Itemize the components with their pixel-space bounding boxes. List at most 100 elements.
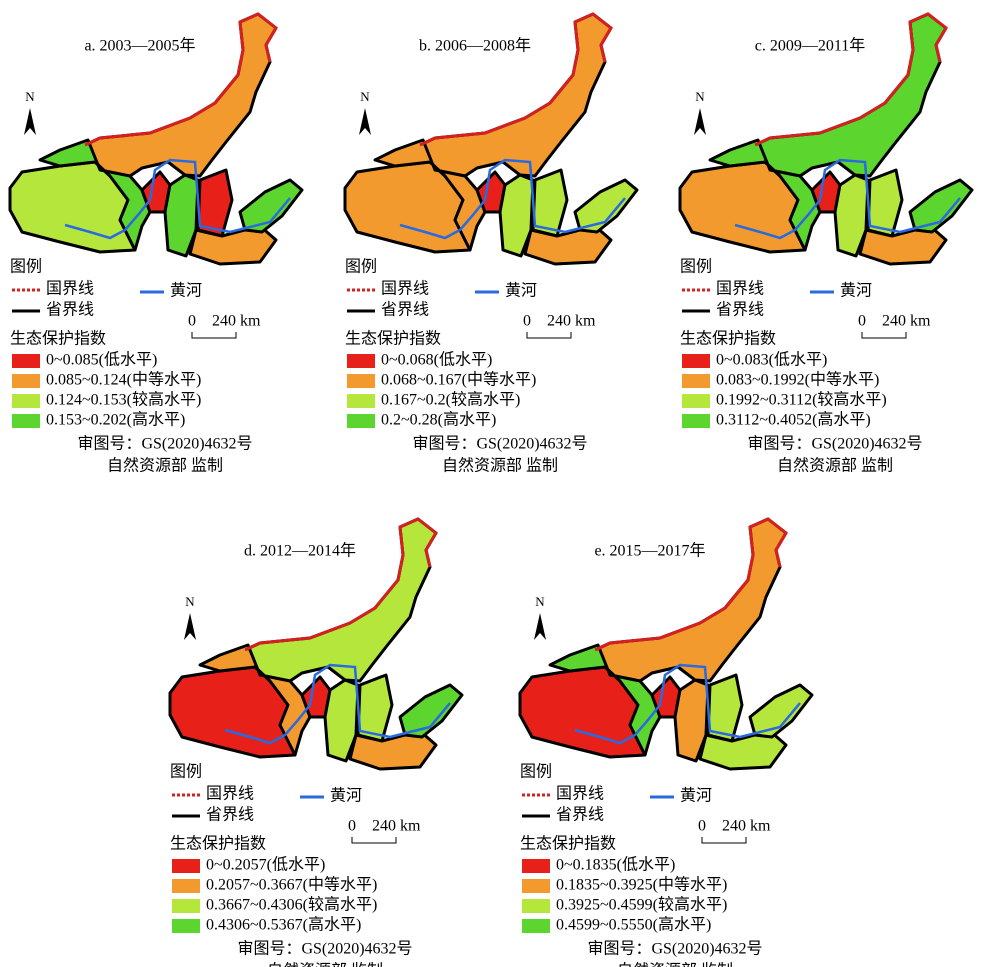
supervisor: 自然资源部 监制 <box>617 962 733 967</box>
class-swatch <box>172 919 200 933</box>
class-label: 0~0.083(低水平) <box>716 351 827 369</box>
province-region <box>833 173 870 258</box>
province-region <box>708 138 822 252</box>
class-label: 0.3112~0.4052(高水平) <box>716 411 871 429</box>
review-number: 审图号：GS(2020)4632号 <box>237 940 412 958</box>
national-border <box>594 517 788 652</box>
province-region <box>908 178 974 234</box>
supervisor: 自然资源部 监制 <box>267 962 383 967</box>
panel-title: b. 2006—2008年 <box>419 37 531 55</box>
province-region <box>38 138 152 252</box>
class-label: 0.068~0.167(中等水平) <box>381 371 536 389</box>
national-border <box>84 12 278 147</box>
yellow-river <box>64 158 291 240</box>
review-number: 审图号：GS(2020)4632号 <box>747 435 922 453</box>
supervisor: 自然资源部 监制 <box>107 457 223 475</box>
class-label: 0~0.2057(低水平) <box>206 856 325 874</box>
index-title: 生态保护指数 <box>345 330 441 348</box>
scale-start: 0 <box>188 313 196 330</box>
legend-river-label: 黄河 <box>505 282 537 300</box>
supervisor: 自然资源部 监制 <box>442 457 558 475</box>
province-region <box>858 224 948 266</box>
index-title: 生态保护指数 <box>680 330 776 348</box>
legend-title: 图例 <box>10 258 42 276</box>
north-arrow <box>534 613 546 640</box>
class-label: 0.2057~0.3667(中等水平) <box>206 876 377 894</box>
class-swatch <box>12 394 40 408</box>
legend-province-label: 省界线 <box>206 806 254 824</box>
legend-title: 图例 <box>170 763 202 781</box>
scale-bar <box>351 837 397 844</box>
scale-start: 0 <box>348 818 356 835</box>
province-region <box>238 178 304 234</box>
class-label: 0.3925~0.4599(较高水平) <box>556 896 727 914</box>
yellow-river <box>574 663 801 745</box>
province-region <box>356 673 394 743</box>
legend-province-label: 省界线 <box>716 301 764 319</box>
scale-bar <box>701 837 747 844</box>
panel-title: e. 2015—2017年 <box>594 542 705 560</box>
class-swatch <box>12 374 40 388</box>
class-label: 0.085~0.124(中等水平) <box>46 371 201 389</box>
scale-start: 0 <box>698 818 706 835</box>
scale-bar <box>191 332 237 339</box>
national-border <box>244 517 438 652</box>
panel-title: d. 2012—2014年 <box>244 542 356 560</box>
scale-end: 240 km <box>547 313 596 330</box>
legend-province-label: 省界线 <box>381 301 429 319</box>
class-swatch <box>522 919 550 933</box>
class-swatch <box>347 414 375 428</box>
province-region <box>531 168 569 238</box>
yellow-river <box>734 158 961 240</box>
scale-end: 240 km <box>882 313 931 330</box>
province-region <box>323 678 360 763</box>
province-region <box>163 173 200 258</box>
province-region <box>196 168 234 238</box>
class-label: 0.153~0.202(高水平) <box>46 411 185 429</box>
class-swatch <box>682 414 710 428</box>
class-swatch <box>172 899 200 913</box>
scale-bar <box>526 332 572 339</box>
north-label: N <box>535 594 545 609</box>
north-arrow <box>359 108 371 135</box>
scale-start: 0 <box>858 313 866 330</box>
province-region <box>523 224 613 266</box>
north-arrow <box>184 613 196 640</box>
class-swatch <box>172 859 200 873</box>
province-region <box>573 178 639 234</box>
north-arrow <box>24 108 36 135</box>
class-swatch <box>522 879 550 893</box>
scale-end: 240 km <box>372 818 421 835</box>
class-swatch <box>347 374 375 388</box>
national-border <box>754 12 948 147</box>
province-region <box>866 168 904 238</box>
province-region <box>348 729 438 771</box>
legend-river-label: 黄河 <box>170 282 202 300</box>
class-label: 0.2~0.28(高水平) <box>381 411 496 429</box>
class-label: 0.1835~0.3925(中等水平) <box>556 876 727 894</box>
scale-start: 0 <box>523 313 531 330</box>
review-number: 审图号：GS(2020)4632号 <box>587 940 762 958</box>
north-label: N <box>25 89 35 104</box>
legend-border-label: 国界线 <box>716 280 764 298</box>
class-swatch <box>12 354 40 368</box>
province-region <box>706 673 744 743</box>
index-title: 生态保护指数 <box>170 835 266 853</box>
yellow-river <box>224 663 451 745</box>
north-arrow <box>694 108 706 135</box>
scale-bar <box>861 332 907 339</box>
class-label: 0.4599~0.5550(高水平) <box>556 916 711 934</box>
class-swatch <box>522 859 550 873</box>
scale-end: 240 km <box>212 313 261 330</box>
legend-province-label: 省界线 <box>46 301 94 319</box>
province-region <box>398 683 464 739</box>
class-swatch <box>172 879 200 893</box>
scale-end: 240 km <box>722 818 771 835</box>
class-swatch <box>347 354 375 368</box>
legend-border-label: 国界线 <box>206 785 254 803</box>
province-region <box>748 683 814 739</box>
